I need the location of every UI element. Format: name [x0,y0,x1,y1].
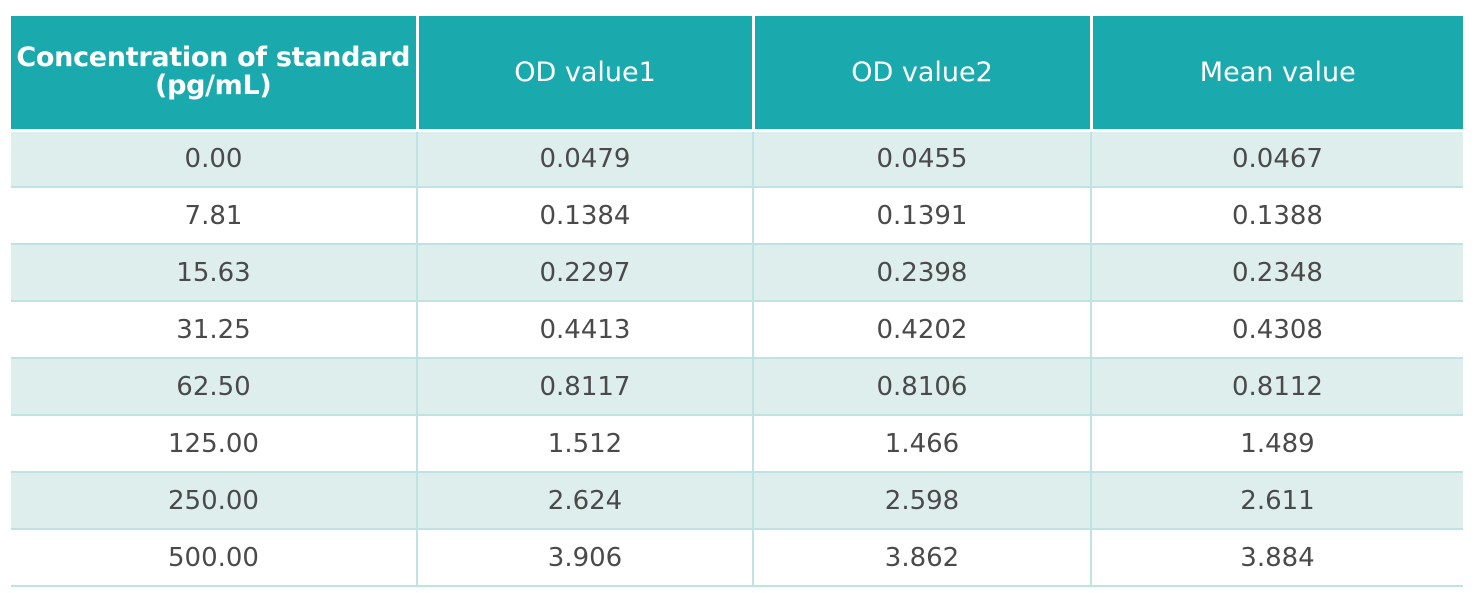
cell-od-value1: 3.906 [416,528,754,587]
table-row: 15.63 0.2297 0.2398 0.2348 [11,243,1463,302]
table-row: 0.00 0.0479 0.0455 0.0467 [11,129,1463,188]
cell-concentration: 125.00 [11,414,418,473]
header-concentration-line2: (pg/mL) [155,70,272,102]
table-row: 250.00 2.624 2.598 2.611 [11,471,1463,530]
cell-od-value2: 0.8106 [752,357,1092,416]
table-header: Concentration of standard (pg/mL) OD val… [11,16,1463,132]
table-body: 0.00 0.0479 0.0455 0.0467 7.81 0.1384 0.1391 0.… [11,129,1463,587]
header-mean-value: Mean value [1089,16,1463,132]
cell-mean-value: 3.884 [1090,528,1463,587]
cell-concentration: 250.00 [11,471,418,530]
cell-concentration: 62.50 [11,357,418,416]
cell-concentration: 31.25 [11,300,418,359]
cell-od-value1: 0.0479 [416,129,754,188]
cell-od-value2: 0.0455 [752,129,1092,188]
cell-od-value2: 0.1391 [752,186,1092,245]
cell-od-value2: 0.2398 [752,243,1092,302]
cell-mean-value: 0.4308 [1090,300,1463,359]
cell-od-value2: 2.598 [752,471,1092,530]
table-row: 125.00 1.512 1.466 1.489 [11,414,1463,473]
cell-od-value2: 0.4202 [752,300,1092,359]
cell-od-value2: 1.466 [752,414,1092,473]
cell-od-value1: 0.1384 [416,186,754,245]
cell-od-value2: 3.862 [752,528,1092,587]
standard-curve-table: Concentration of standard (pg/mL) OD val… [11,16,1463,587]
header-concentration: Concentration of standard (pg/mL) [11,16,419,132]
cell-mean-value: 0.8112 [1090,357,1463,416]
cell-od-value1: 2.624 [416,471,754,530]
table-row: 62.50 0.8117 0.8106 0.8112 [11,357,1463,416]
cell-od-value1: 0.8117 [416,357,754,416]
cell-mean-value: 0.0467 [1090,129,1463,188]
cell-concentration: 7.81 [11,186,418,245]
cell-concentration: 0.00 [11,129,418,188]
cell-od-value1: 1.512 [416,414,754,473]
standard-curve-table-container: Concentration of standard (pg/mL) OD val… [11,16,1463,587]
header-concentration-line1: Concentration of standard [16,42,411,74]
cell-concentration: 500.00 [11,528,418,587]
header-od-value1: OD value1 [415,16,755,132]
cell-mean-value: 0.2348 [1090,243,1463,302]
cell-od-value1: 0.2297 [416,243,754,302]
table-row: 7.81 0.1384 0.1391 0.1388 [11,186,1463,245]
header-od-value2: OD value2 [751,16,1093,132]
cell-mean-value: 0.1388 [1090,186,1463,245]
cell-mean-value: 2.611 [1090,471,1463,530]
table-row: 500.00 3.906 3.862 3.884 [11,528,1463,587]
cell-od-value1: 0.4413 [416,300,754,359]
cell-mean-value: 1.489 [1090,414,1463,473]
cell-concentration: 15.63 [11,243,418,302]
header-row: Concentration of standard (pg/mL) OD val… [11,16,1463,132]
table-row: 31.25 0.4413 0.4202 0.4308 [11,300,1463,359]
